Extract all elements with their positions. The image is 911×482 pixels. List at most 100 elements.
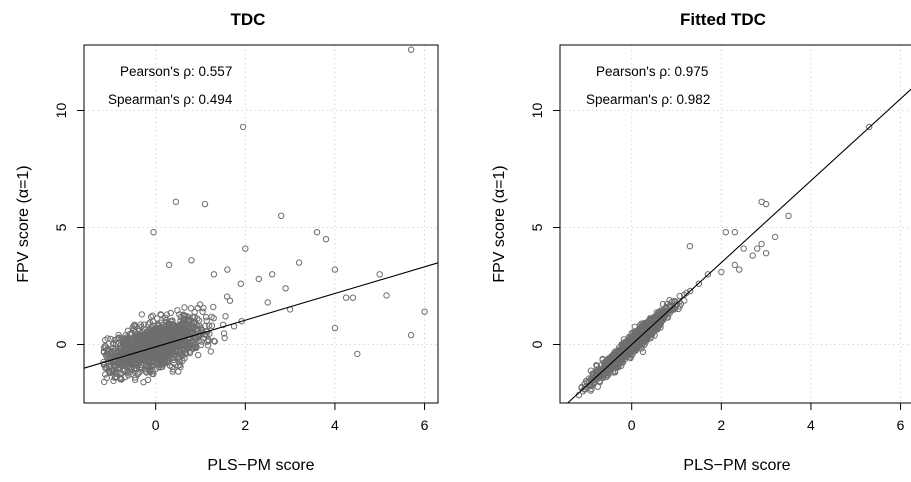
data-point (605, 357, 613, 365)
data-point (116, 374, 124, 381)
data-point (722, 229, 729, 236)
data-point (177, 313, 185, 321)
data-point (322, 236, 330, 243)
data-point (203, 328, 210, 335)
data-point (167, 309, 175, 317)
data-point (188, 331, 196, 338)
data-point (383, 292, 390, 299)
data-point (618, 356, 626, 363)
data-point (143, 328, 150, 336)
data-point (635, 335, 642, 342)
x-axis: 0 2 4 6 (628, 403, 905, 433)
data-point (686, 243, 694, 250)
data-point (158, 327, 166, 334)
y-tick-label: 5 (53, 223, 69, 231)
data-point (136, 339, 143, 347)
data-point (162, 318, 169, 326)
data-point (123, 357, 131, 364)
data-point (200, 304, 207, 312)
data-point (150, 336, 157, 343)
data-point (663, 300, 671, 308)
data-point (278, 212, 285, 220)
data-point (142, 353, 149, 360)
data-point (111, 337, 118, 344)
y-axis: 0 5 10 (529, 103, 560, 348)
data-point (123, 362, 131, 369)
data-point (155, 360, 163, 368)
data-point (185, 318, 193, 325)
data-point (115, 331, 122, 339)
data-point (134, 347, 142, 354)
data-point (185, 341, 192, 348)
data-point (116, 360, 124, 367)
data-point (585, 379, 593, 386)
data-point (104, 354, 111, 361)
data-point (704, 271, 712, 278)
data-point (153, 335, 160, 343)
data-point (188, 257, 195, 264)
data-point (165, 261, 173, 269)
data-point (204, 342, 212, 349)
data-point (109, 340, 117, 348)
data-point (594, 383, 601, 390)
data-point (132, 334, 139, 342)
data-point (210, 337, 218, 345)
data-point (785, 212, 792, 220)
data-point (162, 314, 169, 321)
data-point (187, 305, 195, 312)
y-tick-label: 10 (529, 103, 545, 119)
data-point (150, 361, 158, 369)
data-point (121, 339, 128, 346)
data-point (173, 341, 181, 349)
data-point (168, 363, 176, 371)
x-tick-label: 2 (717, 417, 725, 433)
data-point (150, 342, 158, 350)
data-point (628, 348, 635, 356)
panel-title: TDC (231, 10, 266, 29)
data-point (146, 319, 154, 326)
y-tick-label: 10 (53, 103, 69, 119)
data-point (771, 233, 779, 241)
data-point (354, 350, 361, 358)
data-point (176, 343, 183, 351)
data-point (196, 301, 204, 308)
data-point (349, 294, 357, 301)
data-point (163, 311, 171, 318)
data-point (680, 291, 688, 299)
regression-line (567, 88, 911, 404)
data-point (238, 318, 245, 325)
data-point (189, 324, 196, 332)
data-point (197, 341, 205, 348)
data-point (128, 342, 136, 350)
data-point (195, 351, 202, 359)
data-point (612, 352, 620, 359)
data-point (102, 336, 109, 344)
data-point (731, 229, 738, 236)
pearson-annotation: Pearson's ρ: 0.975 (596, 64, 708, 79)
data-point (149, 318, 157, 325)
data-point (145, 321, 152, 328)
data-point (671, 305, 679, 313)
x-axis-label: PLS−PM score (683, 457, 790, 474)
data-point (179, 322, 186, 329)
data-point (181, 304, 188, 311)
data-point (192, 336, 199, 343)
data-point (597, 368, 605, 375)
data-point (140, 379, 147, 386)
panel-tdc: TDC 0 2 4 6 0 5 10 PLS−PM score FPV score (α=… (15, 10, 439, 474)
x-tick-label: 4 (331, 417, 339, 433)
scatter-points (100, 46, 428, 386)
data-point (131, 365, 138, 372)
data-point (149, 362, 157, 370)
data-point (731, 261, 738, 269)
data-point (110, 377, 117, 385)
x-axis: 0 2 4 6 (152, 403, 429, 433)
data-point (687, 287, 694, 295)
x-tick-label: 2 (241, 417, 249, 433)
data-point (170, 359, 177, 367)
data-point (223, 293, 231, 300)
data-point (119, 337, 127, 344)
data-point (130, 322, 138, 329)
data-point (146, 327, 153, 335)
data-point (100, 344, 108, 351)
